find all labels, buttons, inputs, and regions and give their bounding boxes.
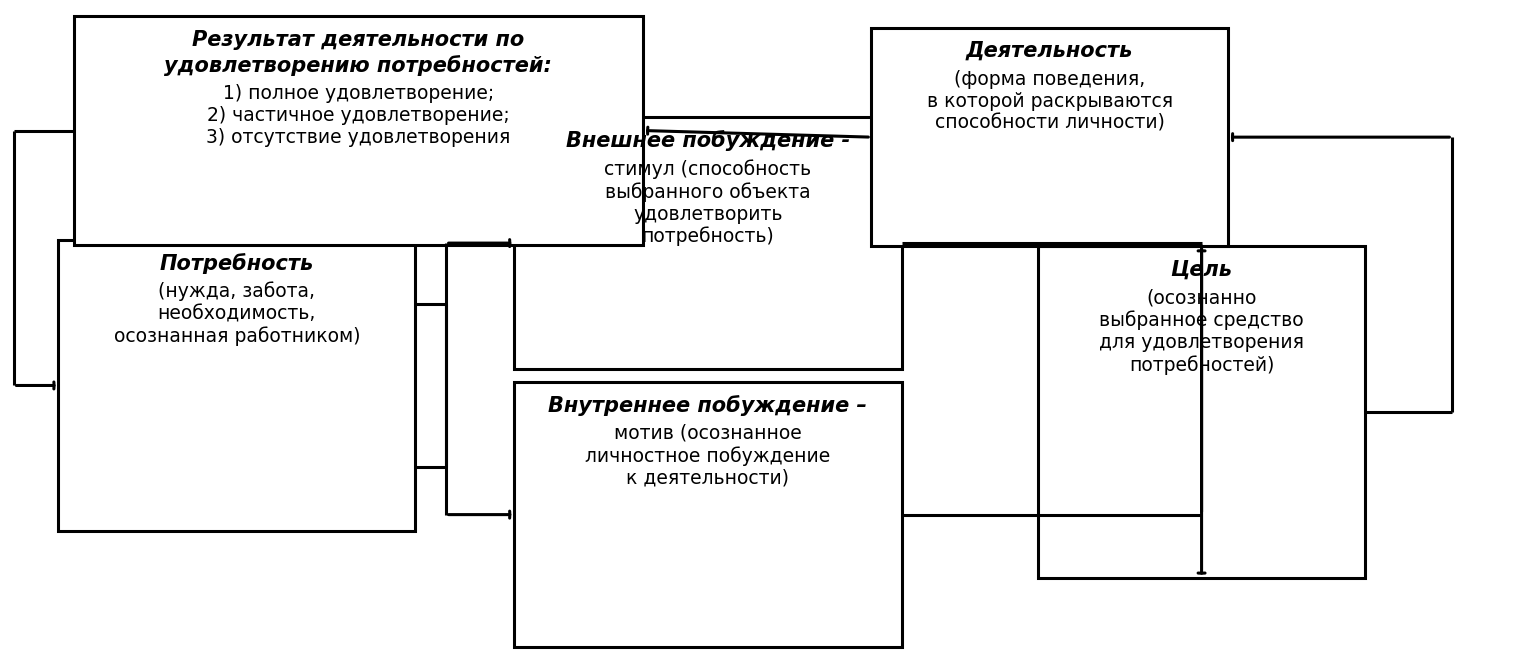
Text: 1) полное удовлетворение;
2) частичное удовлетворение;
3) отсутствие удовлетворе: 1) полное удовлетворение; 2) частичное у… xyxy=(205,84,510,147)
FancyBboxPatch shape xyxy=(73,16,644,245)
FancyBboxPatch shape xyxy=(871,28,1228,247)
Text: (нужда, забота,
необходимость,
осознанная работником): (нужда, забота, необходимость, осознанна… xyxy=(114,281,361,346)
Text: Потребность: Потребность xyxy=(160,253,314,274)
FancyBboxPatch shape xyxy=(1038,247,1365,577)
FancyBboxPatch shape xyxy=(514,382,901,647)
Text: (осознанно
выбранное средство
для удовлетворения
потребностей): (осознанно выбранное средство для удовле… xyxy=(1099,288,1304,375)
Text: Деятельность: Деятельность xyxy=(966,41,1134,61)
Text: (форма поведения,
в которой раскрываются
способности личности): (форма поведения, в которой раскрываются… xyxy=(927,70,1173,133)
Text: удовлетворению потребностей:: удовлетворению потребностей: xyxy=(164,55,552,76)
Text: Внутреннее побуждение –: Внутреннее побуждение – xyxy=(548,396,868,416)
Text: Результат деятельности по: Результат деятельности по xyxy=(192,29,525,49)
Text: стимул (способность
выбранного объекта
удовлетворить
потребность): стимул (способность выбранного объекта у… xyxy=(604,159,811,247)
FancyBboxPatch shape xyxy=(58,240,416,531)
Text: мотив (осознанное
личностное побуждение
к деятельности): мотив (осознанное личностное побуждение … xyxy=(584,424,831,488)
Text: Цель: Цель xyxy=(1170,259,1233,280)
FancyBboxPatch shape xyxy=(514,117,901,369)
Text: Внешнее побуждение -: Внешнее побуждение - xyxy=(566,130,849,152)
